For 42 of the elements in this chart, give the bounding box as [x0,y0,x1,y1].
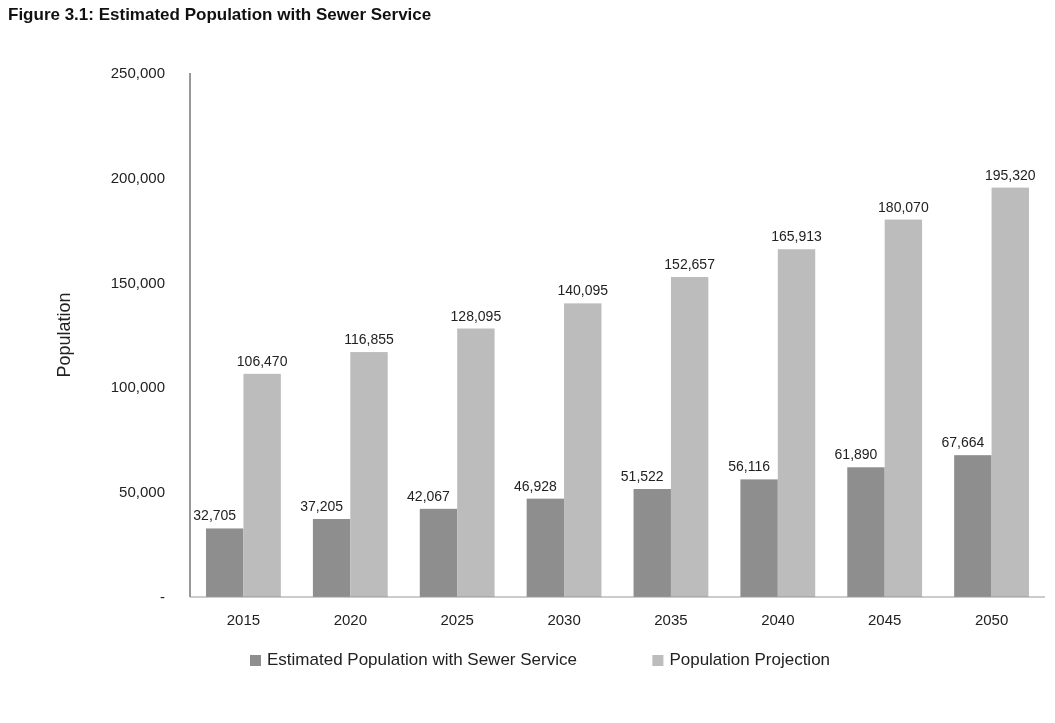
legend-label: Estimated Population with Sewer Service [267,650,577,669]
y-tick-label: 100,000 [110,378,165,396]
bar [777,249,816,597]
data-label: 195,320 [984,166,1036,183]
bar [991,187,1029,597]
data-label: 180,070 [878,198,929,215]
x-tick-label: 2025 [440,611,474,628]
bar [670,277,709,597]
y-axis-title: Population [54,292,74,378]
data-label: 140,095 [557,282,609,299]
data-label: 61,890 [834,446,878,463]
data-label: 32,705 [193,507,237,524]
data-label: 46,928 [513,477,557,494]
data-label: 42,067 [407,487,451,504]
bar [350,352,388,597]
y-tick-label: 150,000 [110,273,165,291]
x-tick-label: 2035 [654,611,688,628]
data-label: 67,664 [941,434,985,451]
bar [457,328,495,597]
data-label: 51,522 [620,468,664,485]
bar [243,373,281,597]
data-label: 106,470 [236,352,288,369]
y-tick-label: - [160,588,165,605]
data-label: 152,657 [664,256,716,273]
data-label: 56,116 [728,458,771,475]
x-tick-label: 2020 [333,611,367,628]
y-tick-label: 50,000 [119,483,165,501]
chart-title: Figure 3.1: Estimated Population with Sewer Service [8,5,432,24]
data-label: 128,095 [450,307,502,324]
bar [564,303,602,597]
y-tick-label: 250,000 [110,64,165,81]
x-tick-label: 2045 [868,611,902,628]
legend-label: Population Projection [669,650,831,669]
bar [884,219,923,597]
x-tick-label: 2040 [761,611,795,628]
data-label: 116,855 [344,331,395,348]
x-tick-label: 2030 [547,611,581,628]
x-tick-label: 2015 [226,611,261,628]
data-label: 37,205 [300,498,344,515]
data-label: 165,913 [771,228,823,245]
y-tick-label: 200,000 [110,168,165,186]
x-tick-label: 2050 [974,611,1009,628]
